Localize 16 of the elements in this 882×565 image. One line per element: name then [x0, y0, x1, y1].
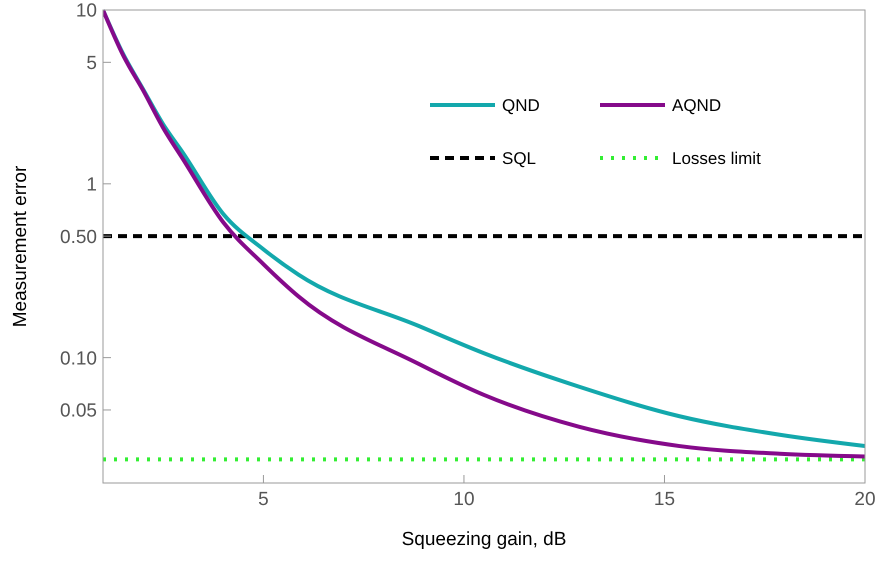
x-tick-label: 20	[854, 489, 876, 510]
y-tick-label: 1	[86, 174, 97, 196]
y-axis-title: Measurement error	[10, 165, 31, 328]
legend-label: SQL	[502, 148, 536, 168]
x-tick-label: 15	[654, 489, 676, 510]
x-tick-label: 5	[258, 489, 269, 510]
y-tick-label: 0.05	[60, 400, 97, 422]
y-tick-label: 5	[86, 52, 97, 74]
legend-label: Losses limit	[672, 148, 762, 168]
x-tick-label: 10	[453, 489, 475, 510]
y-tick-label: 0.10	[60, 348, 97, 370]
x-axis-title: Squeezing gain, dB	[402, 529, 566, 550]
y-tick-label: 10	[76, 0, 97, 22]
y-tick-label: 0.50	[60, 226, 97, 248]
legend-label: AQND	[672, 96, 722, 115]
legend-label: QND	[502, 96, 540, 115]
